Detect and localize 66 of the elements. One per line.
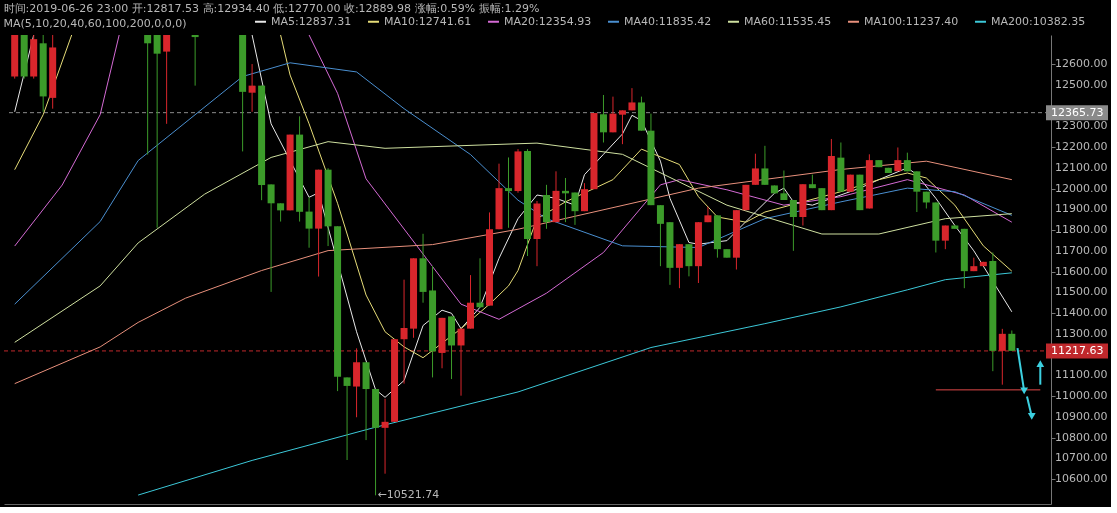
candlestick (400, 279, 408, 385)
candlestick (675, 243, 683, 289)
candlestick (153, 34, 161, 229)
ref-line-label: 12365.73 (1051, 105, 1104, 119)
y-tick-label: 11400.00 (1055, 306, 1108, 320)
candlestick (913, 170, 921, 213)
legend-label: MA5:12837.31 (271, 14, 352, 28)
candlestick (163, 34, 171, 125)
y-tick-label: 11900.00 (1055, 202, 1108, 216)
candlestick (580, 182, 588, 212)
y-tick-label: 11100.00 (1055, 368, 1108, 382)
y-tick-label: 12100.00 (1055, 160, 1108, 174)
y-tick-label: 11500.00 (1055, 285, 1108, 299)
annotation: ←10521.74 (377, 488, 440, 502)
candlestick (704, 206, 712, 223)
y-tick-label: 12500.00 (1055, 77, 1108, 91)
y-tick-label: 12600.00 (1055, 57, 1108, 71)
candlestick (998, 328, 1006, 386)
y-tick-label: 12200.00 (1055, 140, 1108, 154)
candlestick (343, 376, 351, 461)
candlestick (780, 170, 788, 201)
line-series (14, 160, 1013, 385)
line-series (137, 272, 1013, 496)
candlestick (789, 199, 797, 252)
y-tick-label: 11700.00 (1055, 243, 1108, 257)
candlestick (656, 204, 664, 267)
y-tick-label: 10600.00 (1055, 472, 1108, 486)
y-tick-label: 10900.00 (1055, 409, 1108, 423)
legend-label: MA60:11535.45 (744, 14, 832, 28)
candlestick (685, 243, 693, 277)
legend-label: MA40:11835.42 (624, 14, 712, 28)
candlestick (277, 202, 285, 223)
line-series (14, 62, 1013, 305)
ref-line-label: 11217.63 (1051, 343, 1104, 357)
line-series (14, 141, 1013, 343)
candlestick (505, 156, 513, 229)
legend-label: MA100:11237.40 (864, 14, 959, 28)
candlestick (457, 328, 465, 397)
y-tick-label: 12300.00 (1055, 119, 1108, 133)
legend-label: MA10:12741.61 (384, 14, 472, 28)
candlestick (381, 398, 389, 475)
candlestick (761, 145, 769, 186)
y-tick-label: 11300.00 (1055, 326, 1108, 340)
candlestick (609, 96, 617, 133)
candlestick (248, 63, 256, 113)
candlestick (305, 196, 313, 249)
candlestick (267, 183, 275, 293)
candlestick (1008, 330, 1016, 352)
candlestick (144, 34, 152, 156)
candlestick (191, 34, 199, 87)
candlestick (571, 192, 579, 226)
y-tick-label: 11800.00 (1055, 223, 1108, 237)
legend-label: MA200:10382.35 (991, 14, 1086, 28)
legend-label: MA20:12354.93 (504, 14, 592, 28)
y-tick-label: 10700.00 (1055, 451, 1108, 465)
chart-subtitle: MA(5,10,20,40,60,100,200,0,0,0) (3, 17, 187, 30)
line-series (14, 34, 120, 247)
y-tick-label: 10800.00 (1055, 430, 1108, 444)
chart-title: 时间:2019-06-26 23:00 开:12817.53 高:12934.40 低:12770.00 收:12889.98 涨幅:0.59% 振幅:1.29% (3, 2, 540, 15)
candlestick (618, 109, 626, 145)
candlestick (751, 153, 759, 186)
line-series (308, 34, 1013, 320)
y-tick-label: 11000.00 (1055, 389, 1108, 403)
candlestick (599, 94, 607, 143)
y-tick-label: 12000.00 (1055, 181, 1108, 195)
y-tick-label: 11600.00 (1055, 264, 1108, 278)
